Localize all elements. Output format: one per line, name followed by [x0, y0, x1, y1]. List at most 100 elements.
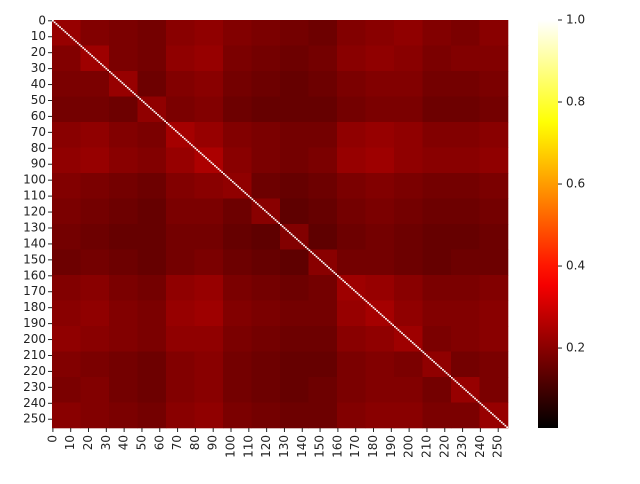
diagonal-cell — [395, 327, 398, 330]
diagonal-cell — [226, 176, 229, 178]
diagonal-cell — [310, 251, 313, 253]
diagonal-cell — [96, 59, 99, 62]
diagonal-cell — [394, 326, 396, 328]
diagonal-cell — [468, 392, 471, 395]
diagonal-cell — [361, 297, 364, 299]
diagonal-cell — [442, 369, 444, 371]
heatmap-cell — [479, 173, 509, 199]
heatmap-cell — [194, 249, 224, 276]
heatmap-cell — [251, 224, 281, 250]
heatmap-cell — [194, 45, 224, 72]
heatmap-cell — [280, 351, 309, 378]
heatmap-cell — [166, 147, 195, 174]
diagonal-cell — [408, 338, 411, 341]
diagonal-cell — [132, 91, 134, 94]
heatmap-cell — [479, 71, 509, 97]
diagonal-cell — [338, 276, 341, 279]
diagonal-cell — [365, 300, 368, 303]
diagonal-cell — [263, 209, 266, 212]
diagonal-cell — [135, 94, 138, 97]
heatmap-cell — [137, 147, 167, 174]
heatmap-cell — [308, 173, 338, 199]
diagonal-cell — [345, 282, 348, 285]
diagonal-cell — [324, 263, 327, 266]
heatmap-cell — [451, 71, 480, 97]
heatmap-cell — [422, 326, 452, 352]
diagonal-cell — [162, 118, 165, 121]
heatmap-cell — [194, 198, 224, 225]
heatmap-cell — [280, 249, 309, 276]
heatmap-cell — [365, 122, 395, 148]
heatmap-cell — [137, 20, 167, 46]
diagonal-cell — [85, 50, 88, 52]
diagonal-cell — [167, 123, 170, 126]
heatmap-cell — [223, 224, 252, 250]
diagonal-cell — [431, 359, 434, 362]
diagonal-cell — [333, 271, 336, 274]
diagonal-cell — [483, 405, 485, 408]
diagonal-cell — [183, 137, 186, 140]
diagonal-cell — [294, 236, 297, 239]
heatmap-cell — [194, 300, 224, 327]
heatmap-cell — [137, 122, 167, 148]
diagonal-cell — [269, 214, 272, 217]
heatmap-cell — [308, 326, 338, 352]
heatmap-cell — [308, 20, 338, 46]
y-tick-label: 240 — [23, 396, 46, 410]
heatmap-cell — [479, 377, 509, 403]
diagonal-cell — [329, 268, 332, 271]
colorbar-tick-label: 0.2 — [566, 341, 585, 355]
diagonal-cell — [128, 88, 131, 91]
heatmap-cell — [365, 377, 395, 403]
diagonal-cell — [467, 391, 469, 393]
heatmap-cell — [394, 147, 423, 174]
diagonal-cell — [472, 396, 475, 398]
x-tick-label: 50 — [134, 435, 148, 450]
heatmap-cell — [451, 122, 480, 148]
heatmap-cell — [451, 402, 480, 429]
diagonal-cell — [288, 231, 291, 234]
diagonal-cell — [130, 90, 133, 92]
y-tick-label: 150 — [23, 252, 46, 266]
diagonal-cell — [92, 56, 95, 59]
diagonal-cell — [174, 129, 177, 132]
heatmap-cell — [194, 122, 224, 148]
diagonal-cell — [246, 193, 248, 196]
heatmap-cell — [223, 147, 252, 174]
heatmap-cell — [479, 326, 509, 352]
heatmap-cell — [251, 147, 281, 174]
x-tick-label: 200 — [402, 435, 416, 458]
heatmap-cell — [109, 96, 138, 123]
heatmap-cell — [52, 224, 81, 250]
diagonal-cell — [500, 421, 503, 424]
heatmap-cell — [280, 45, 309, 72]
diagonal-cell — [240, 188, 243, 191]
diagonal-cell — [354, 290, 357, 293]
diagonal-cell — [313, 254, 316, 256]
x-tick-label: 70 — [170, 435, 184, 450]
heatmap-cell — [451, 173, 480, 199]
y-tick-label: 80 — [31, 141, 46, 155]
heatmap-cell — [251, 122, 281, 148]
heatmap-cell — [451, 275, 480, 301]
y-tick-label: 30 — [31, 61, 46, 75]
diagonal-cell — [420, 349, 423, 352]
diagonal-cell — [404, 335, 407, 338]
diagonal-cell — [228, 177, 231, 180]
diagonal-cell — [103, 66, 106, 68]
diagonal-cell — [75, 40, 77, 43]
diagonal-cell — [459, 384, 462, 387]
heatmap-cell — [479, 224, 509, 250]
heatmap-cell — [80, 198, 110, 225]
diagonal-cell — [328, 267, 330, 269]
diagonal-cell — [299, 241, 302, 244]
diagonal-cell — [388, 321, 391, 323]
y-tick-label: 50 — [31, 93, 46, 107]
diagonal-cell — [260, 206, 263, 209]
x-tick-label: 170 — [348, 435, 362, 458]
diagonal-cell — [55, 23, 58, 25]
diagonal-cell — [206, 158, 209, 161]
diagonal-cell — [208, 160, 211, 162]
heatmap-cell — [308, 147, 338, 174]
heatmap-cell — [52, 326, 81, 352]
